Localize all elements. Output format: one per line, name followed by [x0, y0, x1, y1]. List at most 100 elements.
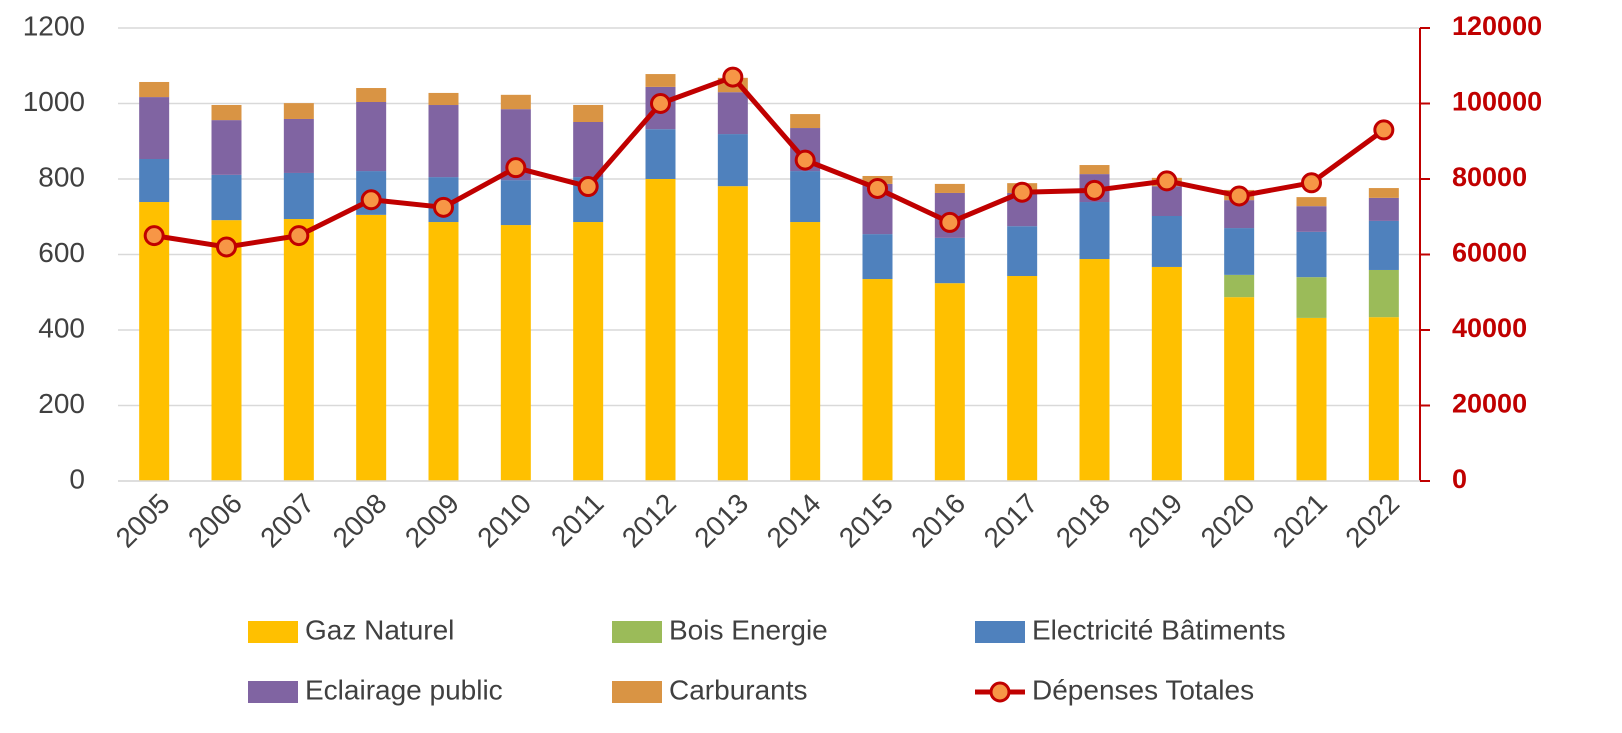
y-tick-label: 600 [38, 237, 85, 268]
legend-label: Bois Energie [669, 614, 828, 645]
y-tick-label: 1200 [23, 10, 85, 41]
bar-segment [1007, 226, 1038, 277]
bar-segment [573, 222, 604, 481]
x-tick-label: 2007 [254, 488, 320, 554]
bar-segment [139, 81, 170, 98]
bar-segment [139, 202, 170, 481]
line-marker [1011, 181, 1033, 203]
bar-segment [790, 171, 821, 223]
bar-segment [1296, 206, 1327, 232]
line-marker [1301, 172, 1322, 194]
x-tick-label: 2013 [688, 488, 754, 554]
bar-segment [1079, 259, 1110, 481]
line-marker [505, 157, 527, 179]
bar-segment [1368, 269, 1399, 318]
bar-segment [1224, 228, 1255, 275]
bar-segment [1296, 317, 1327, 481]
legend-swatch [612, 621, 662, 643]
x-tick-label: 2009 [399, 488, 465, 554]
x-tick-label: 2005 [110, 488, 176, 554]
bar-segment [645, 74, 676, 87]
bar-segment [428, 222, 459, 481]
x-tick-label: 2012 [616, 488, 682, 554]
bar-segment [1368, 317, 1399, 481]
bar-segment [934, 283, 965, 481]
line-marker [794, 149, 816, 171]
x-tick-label: 2016 [905, 488, 971, 554]
x-tick-label: 2018 [1050, 488, 1116, 554]
line-marker [360, 189, 382, 211]
bar-segment [1368, 220, 1399, 270]
x-tick-label: 2006 [182, 488, 248, 554]
x-tick-label: 2011 [545, 488, 610, 553]
bar-segment [356, 88, 387, 102]
bar-segment [211, 120, 242, 175]
bar-segment [717, 134, 748, 187]
bar-segment [283, 172, 314, 220]
bar-segment [500, 225, 531, 481]
bar-segment [211, 105, 242, 121]
bar-segment [573, 105, 604, 122]
legend-swatch [612, 681, 662, 703]
bar-segment [1368, 197, 1399, 221]
y2-tick-label: 40000 [1452, 313, 1527, 343]
bar-segment [934, 183, 965, 193]
line-marker [1156, 170, 1178, 192]
line-marker [143, 225, 165, 247]
y2-tick-label: 20000 [1452, 389, 1527, 419]
legend-label: Eclairage public [305, 674, 503, 705]
legend-swatch [975, 621, 1025, 643]
bar-segment [790, 222, 821, 481]
bar-segment [500, 180, 531, 226]
legend-label: Electricité Bâtiments [1032, 614, 1286, 645]
y-tick-label: 1000 [23, 86, 85, 117]
bar-segment [862, 234, 893, 280]
y2-tick-label: 80000 [1452, 162, 1527, 192]
bar-segment [283, 219, 314, 481]
bar-segment [139, 97, 170, 159]
line-marker [722, 66, 744, 88]
y2-tick-label: 120000 [1452, 11, 1542, 41]
bar-segment [717, 92, 748, 135]
bar-segment [1296, 277, 1327, 318]
x-tick-label: 2021 [1267, 488, 1333, 554]
line-marker [1228, 185, 1250, 207]
bar-segment [211, 174, 242, 221]
line-marker [1084, 179, 1105, 201]
bar-segment [211, 220, 242, 481]
x-tick-label: 2015 [833, 488, 899, 554]
bar-segment [862, 279, 893, 481]
line-marker [433, 196, 454, 218]
x-tick-label: 2020 [1195, 488, 1261, 554]
line-marker [867, 177, 888, 199]
y-tick-label: 200 [38, 388, 85, 419]
line-marker [939, 211, 961, 233]
x-tick-label: 2017 [978, 488, 1044, 554]
legend-marker [989, 681, 1011, 703]
line-marker [1373, 119, 1395, 141]
bar-segment [1151, 266, 1182, 481]
bar-segment [283, 103, 314, 119]
y-tick-label: 0 [69, 463, 85, 494]
bar-segment [1079, 165, 1110, 175]
bar-segment [500, 94, 531, 110]
bar-segment [139, 158, 170, 203]
line-marker [216, 236, 237, 258]
bar-segment [1151, 215, 1182, 267]
bar-segment [645, 179, 676, 481]
x-tick-label: 2010 [471, 488, 537, 554]
legend-label: Dépenses Totales [1032, 674, 1254, 705]
line-series [153, 74, 1386, 250]
bar-segment [428, 92, 459, 106]
bar-segment [790, 114, 821, 129]
y2-tick-label: 0 [1452, 464, 1467, 494]
bar-segment [934, 237, 965, 284]
line-marker [650, 93, 671, 114]
bar-segment [1224, 297, 1255, 481]
bar-segment [283, 118, 314, 173]
bar-segment [1296, 231, 1327, 278]
line-marker [577, 176, 599, 198]
legend-swatch [248, 621, 298, 643]
x-tick-label: 2019 [1122, 488, 1188, 554]
